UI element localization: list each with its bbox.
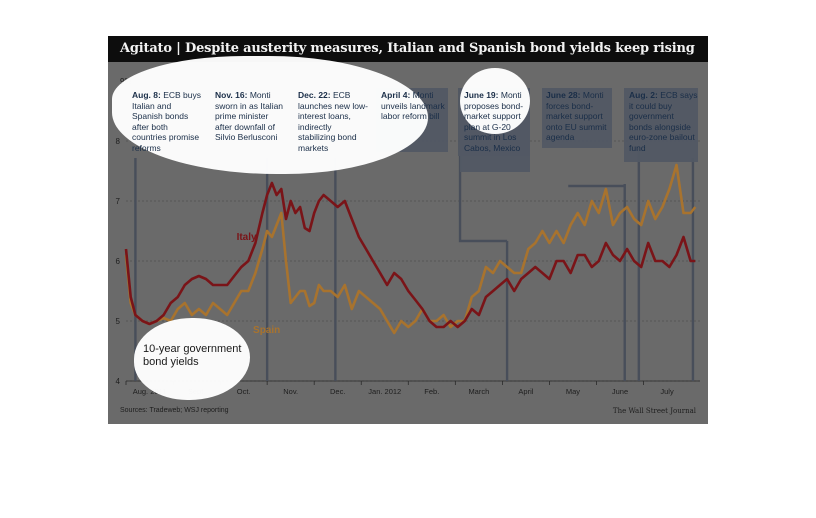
annotation-date: Aug. 8:: [132, 90, 161, 100]
series-label-spain: Spain: [253, 325, 280, 336]
x-tick-label: March: [468, 387, 489, 396]
publisher-credit: The Wall Street Journal: [612, 407, 696, 415]
annotation-june19: June 19: Monti proposes bond-market supp…: [464, 90, 528, 154]
annotation-date: June 19:: [464, 90, 499, 100]
annotation-nov16: Nov. 16: Monti sworn in as Italian prime…: [215, 90, 285, 143]
inset-label: 10-year government bond yields: [143, 343, 242, 368]
annotation-dec22: Dec. 22: ECB launches new low-interest l…: [298, 90, 368, 154]
annotation-text: ECB says it could buy government bonds a…: [629, 90, 698, 153]
annotation-text: Monti forces bond-market support onto EU…: [546, 90, 607, 143]
x-tick-label: Dec.: [330, 387, 345, 396]
series-line-italy: [124, 181, 696, 329]
annotation-text: Monti proposes bond-market support plan …: [464, 90, 524, 153]
y-tick-label: 5: [116, 317, 121, 326]
annotation-date: Aug. 2:: [629, 90, 658, 100]
annotation-text: Monti unveils landmark labor reform bill: [381, 90, 445, 122]
annotation-box-aug2: [624, 88, 698, 162]
annotation-text: ECB launches new low-interest loans, ind…: [298, 90, 368, 153]
x-tick-label: Oct.: [237, 387, 251, 396]
redaction-blob-inset: [134, 318, 250, 400]
x-tick-label: Jan. 2012: [368, 387, 401, 396]
annotation-box-june28: [542, 88, 612, 148]
annotation-date: April 4:: [381, 90, 411, 100]
source-note: Sources: Tradeweb; WSJ reporting: [120, 407, 229, 414]
annotation-date: Nov. 16:: [215, 90, 248, 100]
annotation-date: Dec. 22:: [298, 90, 331, 100]
y-tick-label: 4: [116, 377, 121, 386]
y-tick-label: 8: [116, 137, 121, 146]
event-connector: [458, 156, 508, 243]
series-label-italy: Italy: [237, 232, 257, 243]
annotation-text: ECB buys Italian and Spanish bonds after…: [132, 90, 201, 153]
x-tick-label: Nov.: [283, 387, 298, 396]
x-tick-label: July: [660, 387, 674, 396]
annotation-date: June 28:: [546, 90, 581, 100]
redaction-blob-left: [112, 56, 428, 174]
series-line-spain: [124, 163, 697, 335]
redaction-blob-june: [460, 68, 530, 134]
annotation-text: Monti sworn in as Italian prime minister…: [215, 90, 284, 143]
x-tick-label: Aug. 2011: [133, 387, 167, 396]
x-tick-label: June: [612, 387, 628, 396]
series-layer: Italy Spain: [124, 163, 697, 336]
annotation-aug2: Aug. 2: ECB says it could buy government…: [629, 90, 699, 154]
y-tick-label: 6: [116, 257, 121, 266]
annotation-june28: June 28: Monti forces bond-market suppor…: [546, 90, 612, 143]
x-tick-label: April: [518, 387, 533, 396]
x-tick-label: May: [566, 387, 580, 396]
annotation-aug8: Aug. 8: ECB buys Italian and Spanish bon…: [132, 90, 204, 154]
y-tick-label: 7: [116, 197, 121, 206]
x-tick-label: Feb.: [424, 387, 439, 396]
chart-title: Agitato | Despite austerity measures, It…: [120, 41, 695, 56]
annotation-april4: April 4: Monti unveils landmark labor re…: [381, 90, 447, 122]
